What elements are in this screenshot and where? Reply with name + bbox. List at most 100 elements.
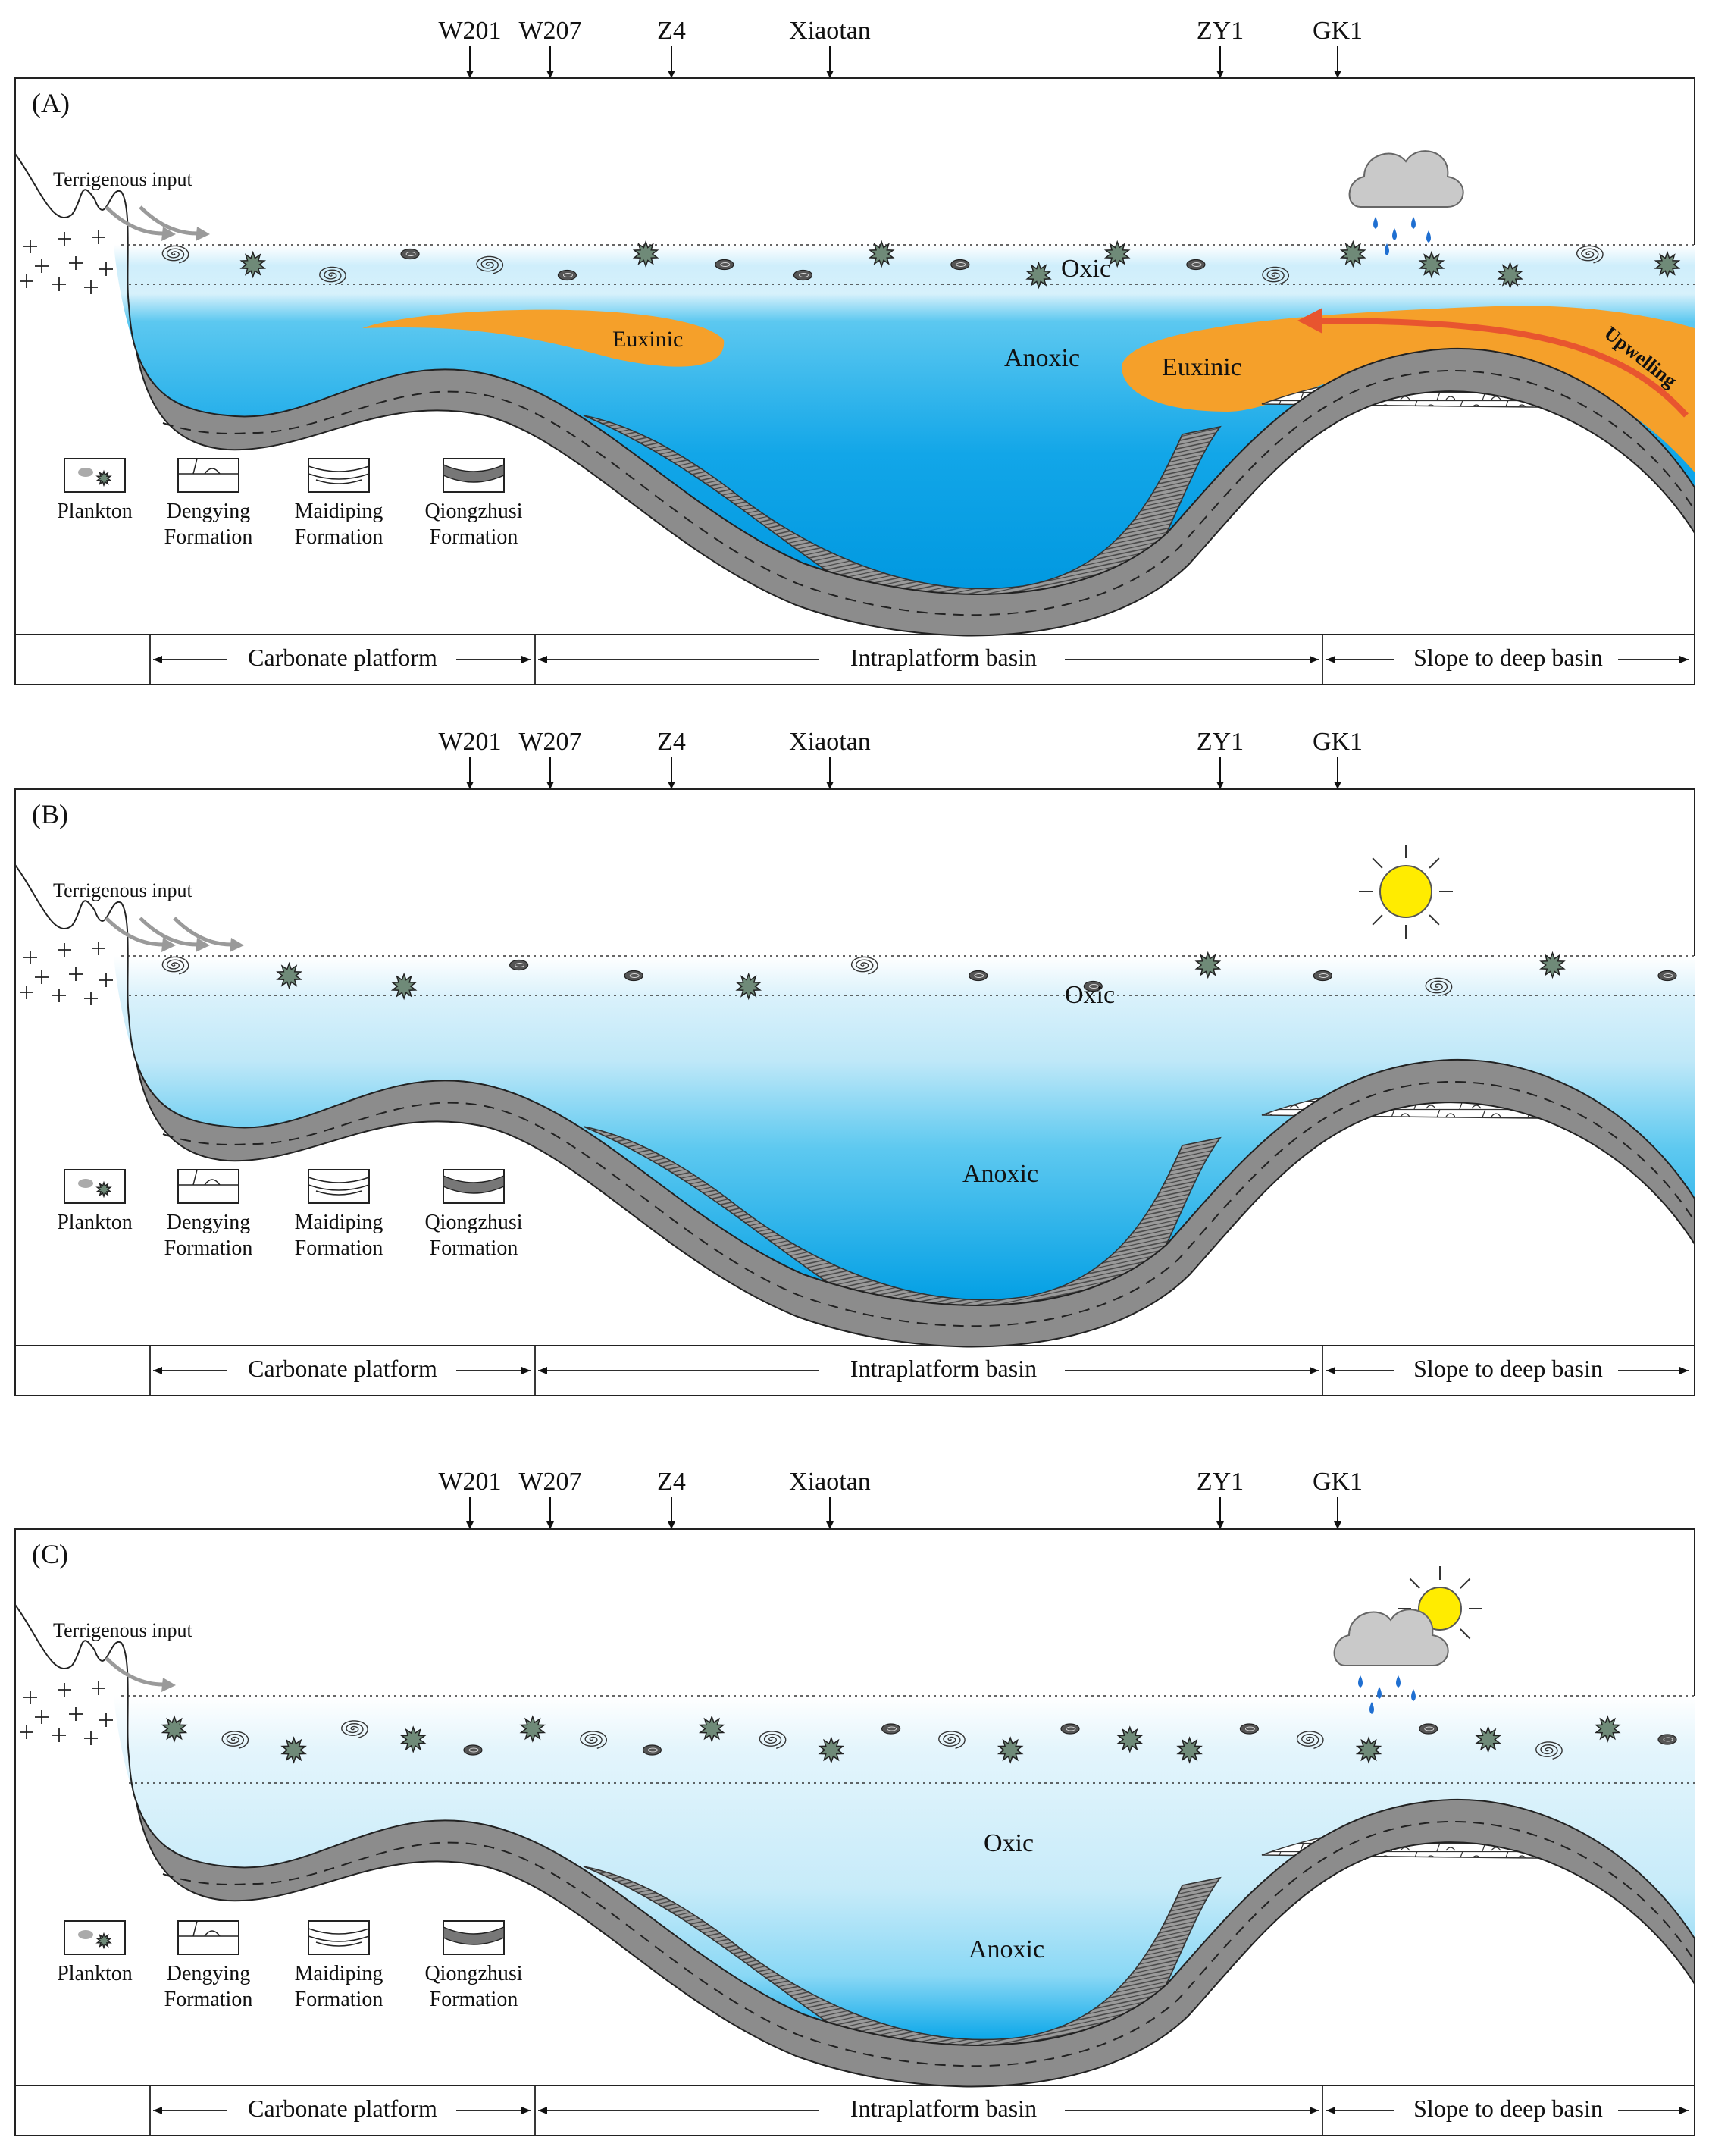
legend-qiongzhusi-band xyxy=(443,463,505,483)
shale-band-dashed-line xyxy=(162,369,1695,616)
legend-dengying-box xyxy=(177,1920,239,1955)
zone-arrow-head xyxy=(1310,2107,1319,2114)
spiral-plankton-icon xyxy=(1576,245,1604,264)
zone-arrow-head xyxy=(521,656,531,663)
well-arrow-head xyxy=(546,782,554,789)
oval-plankton-detail xyxy=(405,252,416,256)
star-plankton-icon xyxy=(818,1736,845,1764)
upwelling-arrow xyxy=(1318,318,1689,418)
terrigenous-arrow-head xyxy=(161,1678,176,1692)
legend-maidiping-label: Maidiping xyxy=(295,500,383,523)
terrigenous-arrow xyxy=(105,917,164,947)
granite-cross-icon xyxy=(99,262,113,276)
legend-maidiping-label-2: Formation xyxy=(295,525,383,549)
oxic-label: Oxic xyxy=(1061,255,1111,283)
rain-drop-icon xyxy=(1396,1675,1401,1688)
upwelling-arrow-head xyxy=(1297,308,1322,334)
rain-drop-icon xyxy=(1426,230,1431,243)
well-arrow-head xyxy=(668,782,675,789)
anoxic-label: Anoxic xyxy=(962,1160,1038,1188)
oval-plankton-detail xyxy=(1318,973,1329,978)
terrigenous-arrow xyxy=(105,1656,164,1687)
star-plankton-icon xyxy=(997,1736,1024,1764)
legend-dengying-label-2: Formation xyxy=(164,1236,253,1260)
zone-label-slope-to-deep-basin: Slope to deep basin xyxy=(1413,2095,1603,2122)
granite-cross-icon xyxy=(35,259,49,273)
legend-maidiping-lines xyxy=(308,1928,370,1947)
sun-ray xyxy=(1372,857,1383,869)
oval-plankton-detail xyxy=(1088,984,1099,989)
legend-qiongzhusi-band xyxy=(443,1926,505,1945)
terrigenous-input-label: Terrigenous input xyxy=(53,168,193,190)
terrigenous-arrow xyxy=(139,205,198,236)
oval-plankton-detail xyxy=(1424,1726,1435,1731)
well-arrow-head xyxy=(826,1521,834,1529)
legend-qiongzhusi-label-2: Formation xyxy=(430,525,518,549)
spiral-plankton-icon xyxy=(850,956,878,975)
legend-dengying-arc xyxy=(204,1179,221,1186)
rain-drop-icon xyxy=(1377,1687,1382,1699)
star-plankton-icon xyxy=(1025,261,1052,290)
star-plankton-icon xyxy=(161,1715,188,1743)
spiral-plankton-icon xyxy=(938,1731,966,1749)
oval-plankton-icon xyxy=(624,970,643,982)
legend-qiongzhusi-label: Qiongzhusi xyxy=(424,1962,522,1985)
terrigenous-arrow-head xyxy=(230,938,244,952)
legend-maidiping-label: Maidiping xyxy=(295,1962,383,1985)
terrigenous-arrow-head xyxy=(196,227,210,241)
oval-plankton-icon xyxy=(1239,1723,1260,1735)
oval-plankton-icon xyxy=(715,259,734,271)
well-label-xiaotan: Xiaotan xyxy=(789,728,871,756)
panel-tag: (A) xyxy=(32,88,70,118)
star-plankton-icon xyxy=(1539,951,1566,979)
granite-cross-icon xyxy=(20,986,33,999)
star-plankton-icon xyxy=(1418,250,1445,279)
oval-plankton-detail xyxy=(956,262,966,267)
legend-oval-icon xyxy=(78,1930,93,1939)
well-label-w201: W201 xyxy=(438,728,501,756)
panel-tag: (B) xyxy=(32,799,68,829)
oval-plankton-icon xyxy=(463,1744,483,1756)
granite-cross-icon xyxy=(84,1731,98,1745)
oval-plankton-icon xyxy=(1657,970,1677,982)
star-plankton-icon xyxy=(390,972,418,1001)
legend-maidiping-label-2: Formation xyxy=(295,1236,383,1260)
legend-dengying-tick xyxy=(192,1920,198,1937)
spiral-plankton-icon xyxy=(161,245,189,264)
well-arrow-head xyxy=(1334,71,1341,78)
oval-plankton-icon xyxy=(1186,259,1206,271)
oval-plankton-detail xyxy=(974,973,984,978)
well-label-z4: Z4 xyxy=(657,17,686,45)
well-arrow-head xyxy=(466,71,474,78)
granite-cross-icon xyxy=(69,1707,83,1721)
zone-arrow-head xyxy=(1326,1367,1335,1374)
zone-arrow-head xyxy=(1679,2107,1689,2114)
zone-arrow-head xyxy=(153,1367,162,1374)
granite-cross-icon xyxy=(35,1710,49,1724)
spiral-plankton-icon xyxy=(580,1731,608,1749)
granite-cross-icon xyxy=(23,240,37,253)
zone-arrow-head xyxy=(153,656,162,663)
oval-plankton-icon xyxy=(950,259,970,271)
oxic-label: Oxic xyxy=(984,1829,1034,1857)
granite-cross-icon xyxy=(92,942,105,955)
star-plankton-icon xyxy=(1194,951,1222,979)
legend-star-icon xyxy=(95,469,112,487)
legend-dengying-tick xyxy=(192,1169,198,1186)
panel-tag: (C) xyxy=(32,1539,68,1569)
terrigenous-arrow-head xyxy=(196,938,210,952)
terrigenous-input-label: Terrigenous input xyxy=(53,1619,193,1641)
oval-plankton-detail xyxy=(468,1747,479,1753)
star-plankton-icon xyxy=(1176,1736,1203,1764)
legend-dengying-label: Dengying xyxy=(167,1962,250,1985)
sun-icon xyxy=(1379,865,1432,918)
legend-plankton-label: Plankton xyxy=(57,1211,133,1234)
legend-maidiping-lines xyxy=(308,1177,370,1196)
oval-plankton-icon xyxy=(642,1744,662,1756)
spiral-plankton-icon xyxy=(161,956,189,975)
rain-drop-icon xyxy=(1411,1689,1416,1701)
well-arrow-head xyxy=(466,782,474,789)
shale-band-dashed-line xyxy=(162,1820,1695,2067)
star-plankton-icon xyxy=(1339,240,1366,268)
well-arrow-head xyxy=(546,1521,554,1529)
